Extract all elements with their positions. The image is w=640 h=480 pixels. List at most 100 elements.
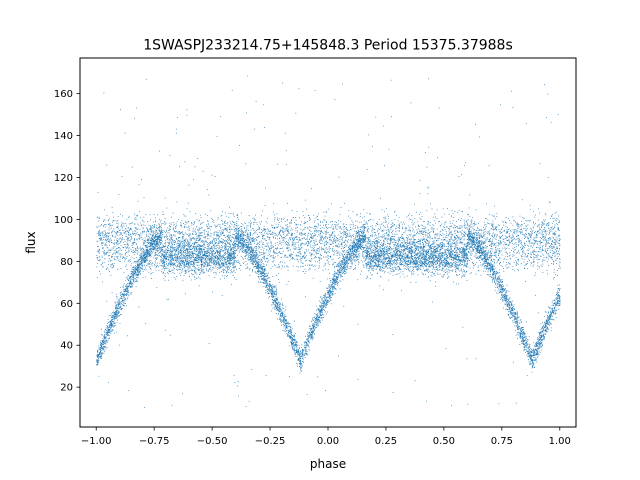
data-point <box>172 239 173 241</box>
data-point <box>327 242 329 243</box>
data-point <box>558 227 559 229</box>
data-point <box>167 245 169 247</box>
data-point <box>319 309 321 311</box>
data-point <box>234 234 236 236</box>
data-point <box>407 243 408 244</box>
data-point <box>468 231 469 233</box>
data-point <box>240 243 242 245</box>
data-point <box>100 237 102 238</box>
data-point <box>96 255 98 256</box>
data-point <box>355 231 357 233</box>
data-point <box>175 238 177 240</box>
data-point <box>523 350 525 352</box>
data-point <box>277 304 279 306</box>
data-point <box>248 248 250 250</box>
data-point <box>312 245 314 247</box>
data-point <box>256 265 257 267</box>
data-point <box>424 246 425 247</box>
data-point <box>308 226 310 227</box>
data-point <box>461 247 463 249</box>
data-point <box>245 230 246 232</box>
data-point <box>195 272 197 274</box>
data-point <box>264 285 266 287</box>
data-point <box>343 251 345 253</box>
data-point <box>273 249 274 251</box>
data-point <box>384 258 386 260</box>
data-point <box>511 241 512 242</box>
data-point <box>299 257 301 259</box>
data-point <box>516 263 518 264</box>
data-point <box>529 241 531 242</box>
data-point <box>356 243 358 245</box>
data-point <box>303 353 305 355</box>
data-point <box>374 235 376 237</box>
data-point <box>499 250 501 251</box>
data-point <box>464 264 465 266</box>
data-point <box>387 239 389 240</box>
data-point <box>188 250 190 252</box>
data-point <box>224 247 226 249</box>
data-point <box>114 323 116 324</box>
data-point <box>345 237 346 238</box>
data-point <box>492 225 494 227</box>
data-point <box>117 243 119 245</box>
data-point <box>159 252 161 254</box>
data-point <box>453 224 455 226</box>
data-point <box>446 235 448 236</box>
data-point <box>378 249 379 251</box>
data-point <box>345 256 347 257</box>
data-point <box>451 263 453 265</box>
data-point <box>335 242 336 244</box>
data-point <box>251 255 252 256</box>
data-point <box>186 263 187 264</box>
data-point <box>382 243 384 245</box>
data-point <box>213 272 214 274</box>
data-point <box>233 245 234 247</box>
data-point <box>551 305 553 306</box>
data-point <box>501 286 503 287</box>
data-point <box>371 257 373 259</box>
data-point <box>494 259 496 261</box>
data-point <box>114 242 116 243</box>
data-point <box>436 243 438 245</box>
data-point <box>533 244 535 245</box>
data-point <box>117 319 118 321</box>
data-point <box>264 270 266 271</box>
data-point <box>115 311 116 313</box>
data-point <box>239 145 240 146</box>
data-point <box>419 267 421 269</box>
data-point <box>297 351 299 353</box>
data-point <box>198 256 199 258</box>
data-point <box>135 271 136 272</box>
data-point <box>104 251 106 253</box>
data-point <box>480 229 482 231</box>
data-point <box>229 266 231 267</box>
data-point <box>280 225 282 227</box>
data-point <box>377 255 378 256</box>
data-point <box>524 333 525 334</box>
data-point <box>177 247 179 249</box>
data-point <box>342 255 343 257</box>
data-point <box>157 214 158 216</box>
data-point <box>553 242 555 243</box>
data-point <box>506 253 508 254</box>
data-point <box>514 315 516 317</box>
data-point <box>329 236 331 238</box>
data-point <box>106 241 107 243</box>
data-point <box>381 230 382 232</box>
data-point <box>268 293 269 294</box>
data-point <box>238 261 240 263</box>
data-point <box>223 235 224 236</box>
data-point <box>151 226 153 228</box>
data-point <box>284 320 286 322</box>
data-point <box>408 257 409 259</box>
data-point <box>269 248 270 250</box>
data-point <box>502 291 504 292</box>
data-point <box>351 264 353 266</box>
data-point <box>194 234 196 235</box>
data-point <box>207 241 208 243</box>
data-point <box>459 274 460 275</box>
data-point <box>183 248 185 250</box>
data-point <box>439 231 441 233</box>
data-point <box>179 257 181 258</box>
